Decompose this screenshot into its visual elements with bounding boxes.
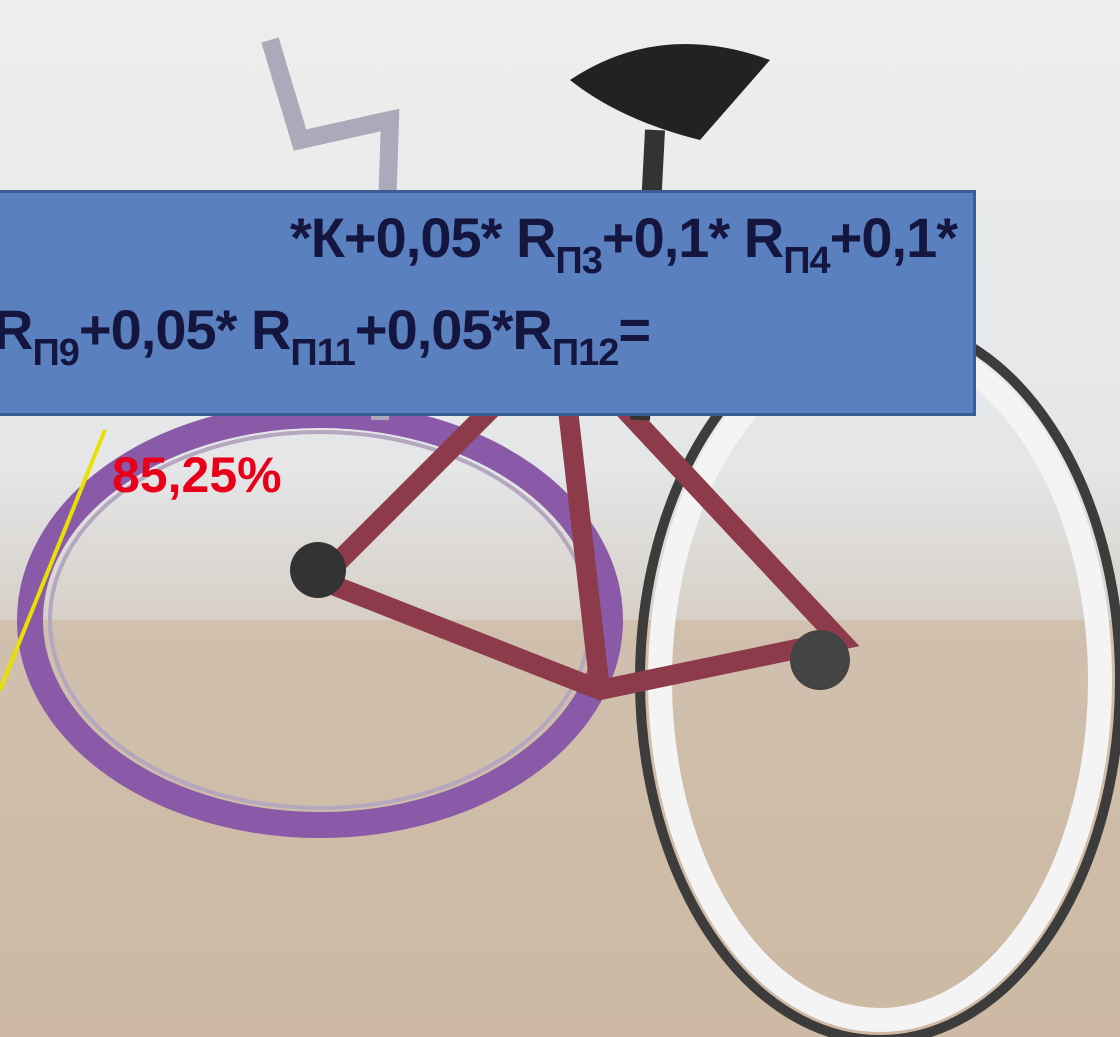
- formula-subscript: П4: [783, 240, 829, 282]
- slide: *К+0,05* RП3+0,1* RП4+0,1* RП9+0,05* RП1…: [0, 0, 1120, 1037]
- formula-text: =: [618, 298, 650, 361]
- formula-line: RП9+0,05* RП11+0,05*RП12=: [0, 297, 650, 375]
- formula-subscript: П11: [290, 332, 354, 374]
- formula-line: *К+0,05* RП3+0,1* RП4+0,1*: [290, 205, 957, 283]
- formula-text: +0,1* R: [602, 206, 783, 269]
- formula-text: R: [0, 298, 32, 361]
- formula-subscript: П3: [555, 240, 601, 282]
- formula-text: +0,1*: [830, 206, 957, 269]
- background-photo: [0, 0, 1120, 1037]
- formula-text: +0,05* R: [79, 298, 291, 361]
- formula-text: *К+0,05* R: [290, 206, 555, 269]
- formula-text: +0,05*R: [355, 298, 552, 361]
- formula-subscript: П9: [32, 332, 78, 374]
- result-value: 85,25%: [112, 446, 282, 504]
- formula-subscript: П12: [552, 332, 619, 374]
- formula-box: *К+0,05* RП3+0,1* RП4+0,1* RП9+0,05* RП1…: [0, 190, 976, 416]
